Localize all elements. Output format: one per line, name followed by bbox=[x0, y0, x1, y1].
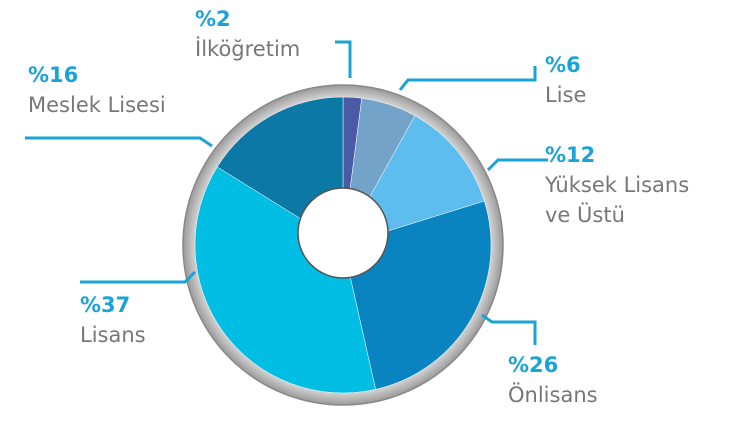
leader-line bbox=[25, 136, 213, 148]
leader-line bbox=[481, 313, 537, 345]
donut-hole bbox=[297, 187, 389, 279]
slice-label: %6 Lise bbox=[545, 50, 586, 110]
percent-label: %26 bbox=[508, 353, 559, 377]
slice-label: %2 İlköğretim bbox=[195, 4, 300, 64]
leader-lines bbox=[25, 40, 548, 345]
category-label: Önlisans bbox=[508, 383, 598, 407]
slice-label: %37 Lisans bbox=[80, 290, 146, 350]
category-label: İlköğretim bbox=[195, 37, 301, 61]
slice-label: %16 Meslek Lisesi bbox=[28, 60, 166, 120]
leader-line bbox=[80, 270, 197, 284]
leader-line bbox=[486, 158, 548, 172]
percent-label: %2 bbox=[195, 7, 231, 31]
slice bbox=[194, 166, 376, 394]
category-label: Meslek Lisesi bbox=[28, 93, 166, 117]
leader-line bbox=[398, 66, 537, 91]
percent-label: %37 bbox=[80, 293, 131, 317]
leader-line bbox=[335, 40, 352, 78]
category-label: Lisans bbox=[80, 323, 146, 347]
slice-label: %12 Yüksek Lisans ve Üstü bbox=[545, 140, 710, 230]
slice-label: %26 Önlisans bbox=[508, 350, 598, 410]
category-label: Lise bbox=[545, 83, 587, 107]
percent-label: %12 bbox=[545, 143, 596, 167]
category-label: Yüksek Lisans ve Üstü bbox=[545, 173, 690, 227]
percent-label: %6 bbox=[545, 53, 581, 77]
percent-label: %16 bbox=[28, 63, 79, 87]
